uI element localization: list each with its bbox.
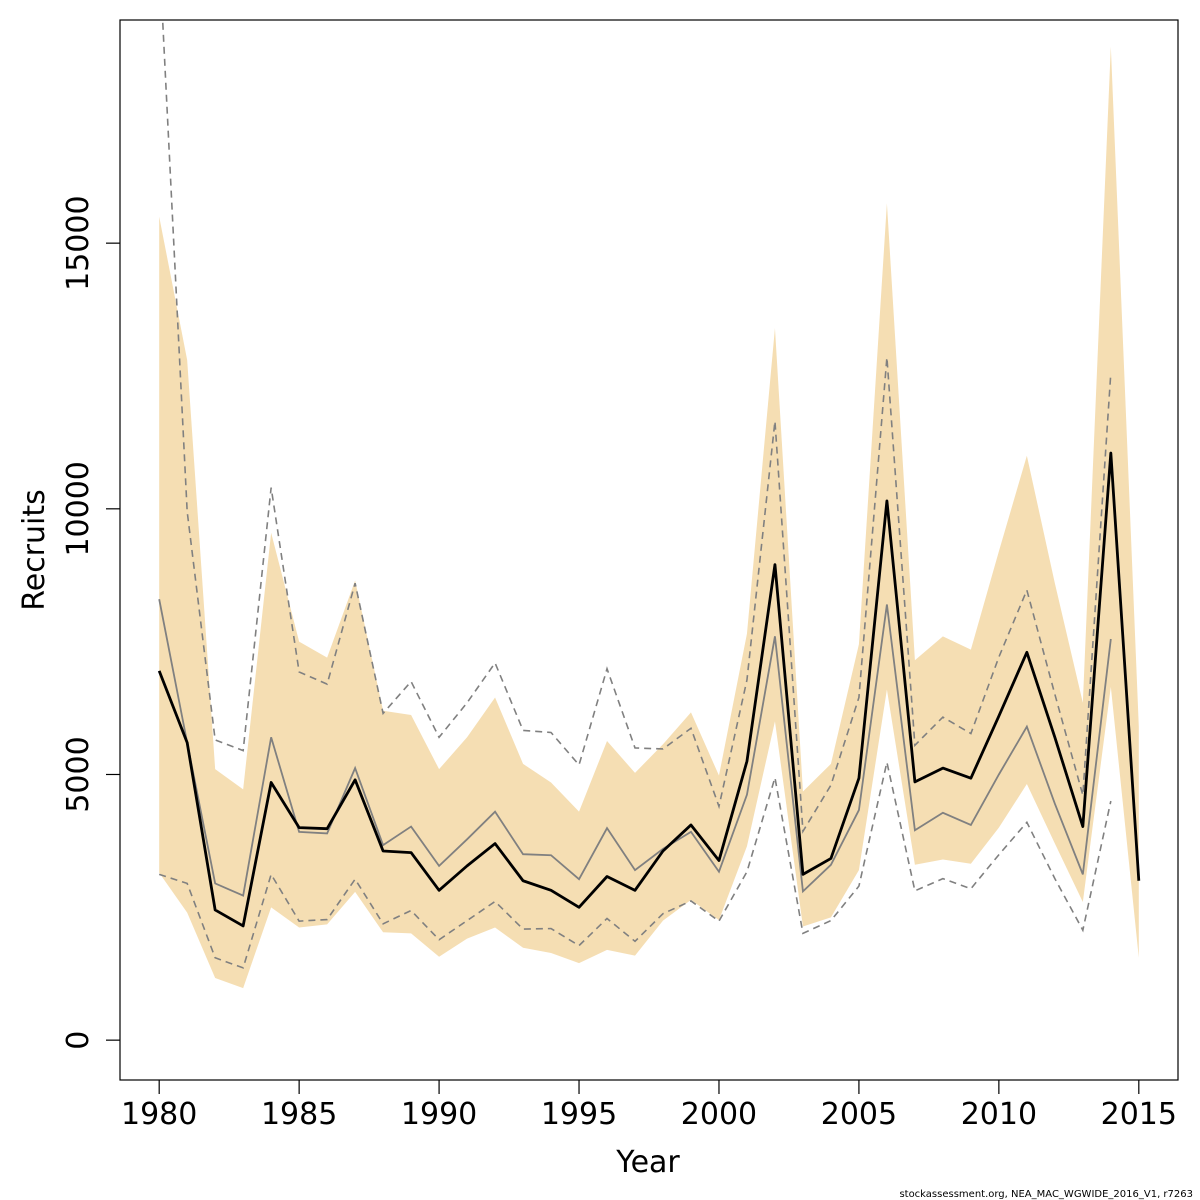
x-tick-label: 1985 [261,1097,337,1132]
comparison-line [158,598,1112,897]
estimate-line [157,451,1141,928]
x-tick-label: 2015 [1101,1097,1177,1132]
axes: 1980 1985 1990 1995 2000 2005 2010 2015 0 5000 100… [61,195,1177,1132]
x-axis-title: Year [615,1145,680,1180]
plot-frame [119,19,1179,1081]
comparison-upper-ci-line [161,20,1112,834]
y-axis-title: Recruits [17,489,52,611]
x-tick-label: 2000 [681,1097,757,1132]
x-tick-label: 2005 [821,1097,897,1132]
x-tick-label: 1995 [541,1097,617,1132]
plot-area [157,20,1141,989]
y-tick-label: 0 [61,1031,96,1050]
x-tick-label: 2010 [961,1097,1037,1132]
x-tick-label: 1990 [401,1097,477,1132]
y-tick-label: 5000 [61,736,96,812]
x-tick-label: 1980 [121,1097,197,1132]
y-tick-label: 15000 [61,195,96,290]
confidence-band [159,46,1139,989]
comparison-lower-ci-line [158,762,1112,969]
plot-data [157,20,1141,989]
footer-credit: stockassessment.org, NEA_MAC_WGWIDE_2016… [899,1189,1193,1200]
y-tick-label: 10000 [61,461,96,556]
